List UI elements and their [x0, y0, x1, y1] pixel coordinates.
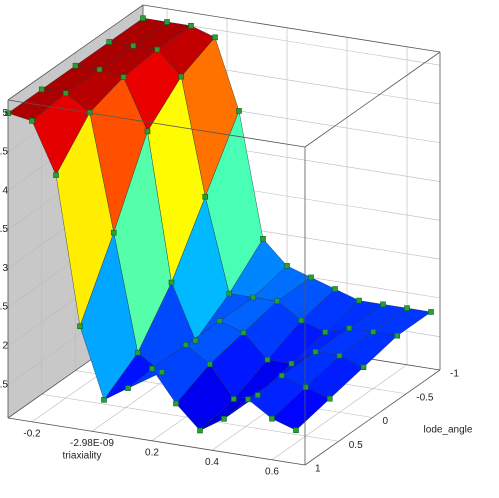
data-point — [230, 396, 237, 402]
data-point — [5, 110, 11, 116]
x-tick-label: 0.2 — [145, 447, 159, 458]
data-point — [53, 172, 59, 178]
y-tick-label: 0.5 — [349, 440, 363, 451]
data-point — [178, 73, 185, 80]
z-tick-label: 4 — [2, 185, 8, 196]
data-point — [72, 62, 79, 69]
y-tick-label: 0 — [383, 416, 389, 427]
data-point — [326, 395, 333, 402]
data-point — [182, 342, 189, 348]
data-point — [77, 323, 83, 330]
data-point — [188, 22, 194, 29]
data-point — [269, 415, 275, 422]
data-point — [308, 274, 314, 281]
data-point — [370, 329, 377, 335]
data-point — [226, 290, 233, 297]
data-point — [346, 325, 353, 331]
data-point — [62, 90, 69, 97]
data-point — [298, 317, 305, 324]
x-tick-label: -2.98E-09 — [70, 438, 114, 449]
data-point — [144, 128, 151, 135]
data-point — [106, 39, 113, 45]
data-point — [168, 279, 175, 286]
y-tick-label: 1 — [315, 464, 321, 475]
data-point — [130, 42, 137, 49]
data-point — [101, 397, 107, 403]
data-point — [284, 263, 290, 269]
x-tick-label: 0.4 — [205, 457, 219, 468]
z-tick-label: 1.5 — [0, 379, 8, 390]
data-point — [380, 301, 386, 308]
x-tick-label: 0.6 — [265, 466, 279, 477]
data-point — [302, 384, 309, 390]
data-point — [254, 392, 261, 398]
z-tick-label: 4.5 — [0, 147, 8, 158]
y-tick-label: -0.5 — [416, 392, 434, 403]
data-point — [154, 46, 161, 53]
data-point — [216, 318, 223, 324]
data-point — [264, 356, 271, 363]
box-edge — [142, 4, 441, 53]
y-tick-label: -1 — [450, 369, 459, 380]
data-point — [192, 337, 199, 344]
z-tick-label: 3 — [2, 263, 8, 274]
data-point — [260, 236, 266, 242]
data-point — [38, 86, 45, 93]
data-point — [394, 332, 401, 339]
data-point — [332, 286, 338, 292]
box-edge — [7, 4, 144, 101]
data-point — [125, 385, 131, 391]
data-point — [212, 34, 218, 41]
data-point — [149, 365, 155, 372]
data-point — [140, 15, 146, 21]
data-point — [29, 118, 35, 124]
box-edge — [304, 51, 441, 148]
box-edge — [7, 99, 306, 148]
data-point — [274, 298, 281, 305]
y-axis-label: lode_angle — [424, 425, 473, 436]
x-tick-label: -0.2 — [23, 428, 41, 439]
data-point — [312, 349, 319, 355]
data-point — [96, 66, 103, 73]
data-point — [120, 74, 127, 80]
data-point — [322, 329, 329, 335]
x-axis-label: triaxiality — [63, 451, 102, 462]
z-tick-label: 5 — [2, 108, 8, 119]
data-point — [278, 372, 285, 379]
data-point — [206, 361, 213, 368]
data-point — [240, 329, 247, 336]
data-point — [158, 369, 165, 375]
data-point — [197, 427, 203, 434]
data-point — [360, 364, 367, 371]
data-point — [202, 193, 209, 200]
data-point — [250, 294, 257, 301]
data-point — [110, 229, 117, 236]
z-tick-label: 3.5 — [0, 224, 8, 235]
box-edge — [7, 417, 306, 466]
box-edge — [304, 369, 441, 466]
data-point — [134, 350, 141, 356]
data-point — [356, 297, 362, 304]
data-point — [164, 19, 170, 25]
data-point — [428, 309, 434, 315]
data-point — [236, 108, 242, 114]
z-tick-label: 2 — [2, 341, 8, 352]
data-point — [221, 416, 227, 422]
data-point — [293, 427, 299, 434]
data-point — [288, 360, 295, 367]
data-point — [173, 400, 179, 407]
data-point — [404, 305, 410, 311]
data-point — [245, 396, 251, 403]
z-tick-label: 2.5 — [0, 302, 8, 313]
data-point — [336, 352, 343, 359]
